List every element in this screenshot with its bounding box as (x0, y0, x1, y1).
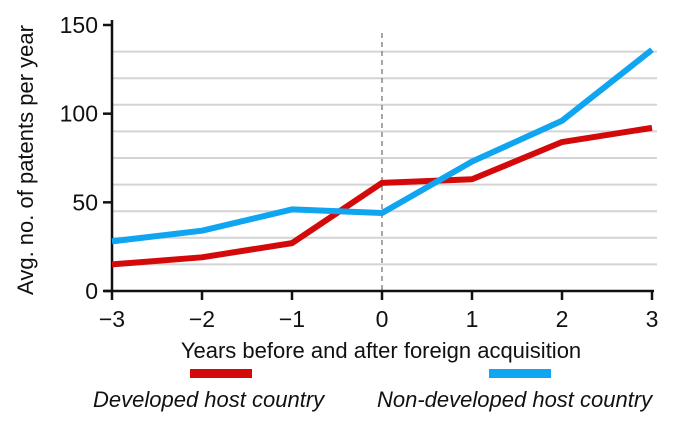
y-axis-ticks: 0 50 100 150 (60, 12, 112, 304)
legend-swatch-non-developed (489, 369, 551, 378)
x-tick-label-2: −1 (279, 306, 305, 332)
gridlines (112, 50, 657, 266)
series-lines (111, 47, 654, 268)
x-axis-title: Years before and after foreign acquisiti… (181, 338, 581, 363)
x-tick-label-4: 1 (466, 306, 479, 332)
series-line-developed (111, 124, 653, 268)
x-tick-label-6: 3 (646, 306, 659, 332)
legend-label-developed: Developed host country (93, 387, 326, 412)
y-tick-label-0: 0 (85, 278, 98, 304)
legend-label-non-developed: Non-developed host country (377, 387, 654, 412)
legend-swatch-developed (190, 369, 252, 378)
y-tick-label-150: 150 (60, 12, 98, 38)
series-line-non-developed (111, 47, 654, 245)
legend: Developed host country Non-developed hos… (93, 369, 654, 412)
x-tick-label-5: 2 (556, 306, 569, 332)
x-axis-ticks: −3 −2 −1 0 1 2 3 (99, 291, 659, 332)
y-tick-label-50: 50 (72, 189, 98, 215)
y-axis-title: Avg. no. of patents per year (13, 25, 38, 295)
x-tick-label-1: −2 (189, 306, 215, 332)
y-tick-label-100: 100 (60, 101, 98, 127)
x-tick-label-3: 0 (376, 306, 389, 332)
x-tick-label-0: −3 (99, 306, 125, 332)
axes (104, 20, 654, 293)
